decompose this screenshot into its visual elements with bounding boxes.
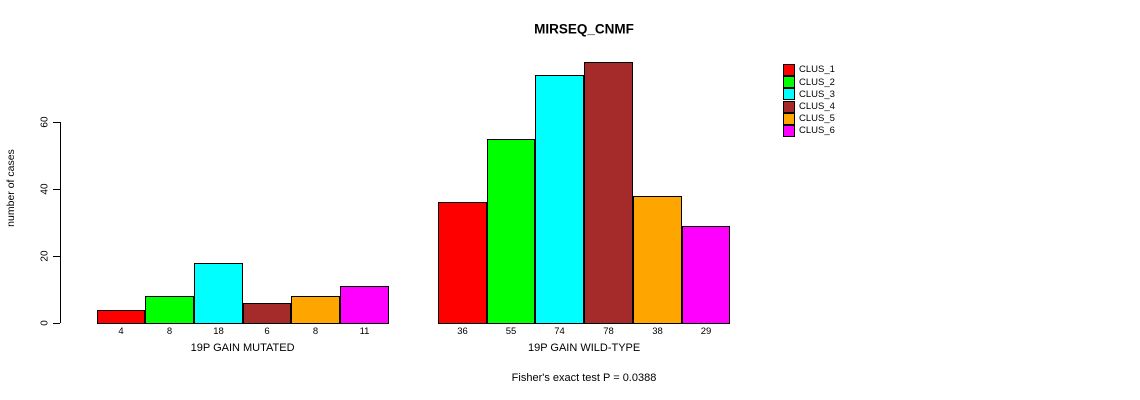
legend-label: CLUS_1	[799, 64, 835, 76]
bar-value-label: 11	[359, 326, 370, 337]
legend-label: CLUS_6	[799, 125, 835, 137]
legend-swatch	[783, 64, 795, 77]
bar-value-label: 36	[457, 326, 468, 337]
legend-item: CLUS_1	[783, 64, 835, 77]
legend-item: CLUS_3	[783, 88, 835, 101]
bar	[145, 296, 194, 324]
bar-value-label: 18	[213, 326, 224, 337]
legend-item: CLUS_6	[783, 125, 835, 138]
y-axis-label: number of cases	[5, 149, 17, 227]
bar	[584, 62, 633, 324]
bar	[438, 202, 487, 324]
legend: CLUS_1 CLUS_2 CLUS_3 CLUS_4 CLUS_5 CLUS_6	[783, 64, 835, 138]
y-tick	[53, 189, 60, 190]
y-tick-label: 0	[39, 320, 51, 326]
legend-label: CLUS_2	[799, 76, 835, 88]
legend-item: CLUS_2	[783, 76, 835, 89]
legend-swatch	[783, 76, 795, 89]
bar	[682, 226, 730, 324]
bar-value-label: 8	[312, 326, 319, 337]
annotation-text: Fisher's exact test P = 0.0388	[511, 372, 657, 384]
legend-swatch	[783, 88, 795, 101]
bar-value-label: 29	[700, 326, 712, 337]
bar	[243, 303, 291, 324]
y-tick	[53, 122, 60, 123]
y-tick	[53, 256, 60, 257]
legend-swatch	[783, 112, 795, 125]
y-tick-label: 40	[39, 183, 51, 195]
y-tick-label: 60	[39, 116, 51, 128]
bar-value-label: 4	[118, 326, 124, 337]
chart-title: MIRSEQ_CNMF	[534, 21, 634, 37]
bar-value-label: 78	[603, 326, 614, 337]
legend-swatch	[783, 100, 795, 113]
y-axis	[60, 122, 61, 323]
bar-value-label: 74	[554, 326, 565, 337]
group-label: 19P GAIN WILD-TYPE	[527, 342, 641, 354]
bar	[633, 196, 682, 324]
legend-label: CLUS_4	[799, 100, 835, 112]
bar	[535, 75, 584, 324]
bar	[291, 296, 340, 324]
y-tick	[53, 323, 60, 324]
y-tick-label: 20	[39, 250, 51, 262]
bar-value-label: 8	[166, 326, 173, 337]
bar-value-label: 55	[505, 326, 517, 337]
bar	[487, 139, 535, 324]
bar	[340, 286, 389, 324]
bar-value-label: 38	[652, 326, 663, 337]
legend-item: CLUS_5	[783, 112, 835, 125]
legend-swatch	[783, 125, 795, 138]
legend-label: CLUS_5	[799, 113, 835, 125]
bar-value-label: 6	[264, 326, 270, 337]
bar	[97, 310, 145, 324]
bar	[194, 263, 243, 324]
legend-label: CLUS_3	[799, 88, 835, 100]
legend-item: CLUS_4	[783, 100, 835, 113]
group-label: 19P GAIN MUTATED	[190, 342, 295, 354]
